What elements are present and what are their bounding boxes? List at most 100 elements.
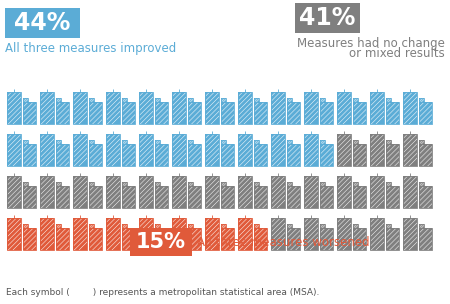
Bar (320, 144, 333, 166)
Bar (73, 92, 87, 124)
Bar (23, 182, 28, 186)
Bar (205, 176, 219, 209)
Bar (271, 176, 285, 209)
Bar (221, 98, 226, 102)
Bar (353, 228, 366, 250)
Bar (56, 140, 61, 144)
Bar (221, 144, 234, 166)
Bar (320, 102, 333, 124)
Bar (122, 98, 127, 102)
Bar (140, 176, 153, 209)
Bar (287, 186, 300, 209)
Bar (188, 228, 201, 250)
Bar (221, 140, 226, 144)
Bar (338, 218, 351, 250)
Bar (89, 140, 94, 144)
Bar (172, 176, 186, 209)
Bar (40, 92, 54, 124)
Bar (23, 98, 28, 102)
Bar (386, 182, 391, 186)
Bar (254, 224, 259, 228)
Bar (386, 182, 391, 186)
Bar (89, 186, 102, 209)
Bar (122, 228, 135, 250)
FancyBboxPatch shape (295, 3, 360, 33)
Bar (89, 224, 94, 228)
Bar (320, 140, 325, 144)
Bar (386, 98, 391, 102)
Bar (353, 102, 366, 124)
Bar (221, 144, 234, 166)
Bar (238, 218, 252, 250)
Bar (320, 228, 333, 250)
Bar (188, 102, 201, 124)
Bar (419, 182, 424, 186)
Bar (122, 186, 135, 209)
Bar (122, 140, 127, 144)
Bar (419, 140, 424, 144)
Bar (287, 228, 300, 250)
Bar (155, 102, 168, 124)
Bar (238, 133, 252, 166)
Bar (155, 98, 160, 102)
Bar (23, 102, 36, 124)
Text: Measures had no change: Measures had no change (297, 37, 445, 50)
Bar (155, 228, 168, 250)
Bar (353, 144, 366, 166)
Bar (419, 140, 424, 144)
Bar (370, 133, 384, 166)
Bar (122, 186, 135, 209)
Bar (370, 92, 384, 124)
Bar (320, 102, 333, 124)
Bar (188, 102, 201, 124)
Bar (23, 228, 36, 250)
Bar (403, 176, 417, 209)
Bar (221, 102, 234, 124)
Bar (106, 92, 120, 124)
Bar (353, 182, 358, 186)
Bar (238, 133, 252, 166)
Bar (23, 186, 36, 209)
Bar (89, 182, 94, 186)
FancyBboxPatch shape (5, 8, 80, 38)
Bar (205, 92, 219, 124)
Bar (188, 140, 193, 144)
Text: 15%: 15% (136, 232, 186, 252)
Bar (140, 133, 153, 166)
Bar (254, 186, 267, 209)
Bar (205, 92, 219, 124)
Bar (106, 218, 120, 250)
Bar (419, 186, 432, 209)
Bar (56, 224, 61, 228)
Bar (419, 224, 424, 228)
Bar (122, 102, 135, 124)
Bar (89, 102, 102, 124)
Bar (140, 218, 153, 250)
Bar (73, 218, 87, 250)
Bar (7, 218, 21, 250)
Bar (254, 98, 259, 102)
Bar (338, 133, 351, 166)
Bar (419, 182, 424, 186)
Bar (56, 98, 61, 102)
Bar (238, 218, 252, 250)
Bar (386, 186, 399, 209)
Bar (23, 224, 28, 228)
Bar (304, 133, 318, 166)
Bar (353, 140, 358, 144)
Bar (271, 92, 285, 124)
Text: All three measures worsened: All three measures worsened (197, 236, 369, 248)
Bar (353, 228, 366, 250)
Bar (353, 102, 366, 124)
Bar (386, 228, 399, 250)
Bar (172, 133, 186, 166)
Bar (188, 186, 201, 209)
Bar (172, 92, 186, 124)
Bar (40, 133, 54, 166)
Bar (205, 176, 219, 209)
Bar (254, 224, 259, 228)
Bar (205, 218, 219, 250)
Bar (140, 133, 153, 166)
Bar (221, 186, 234, 209)
Bar (287, 224, 292, 228)
